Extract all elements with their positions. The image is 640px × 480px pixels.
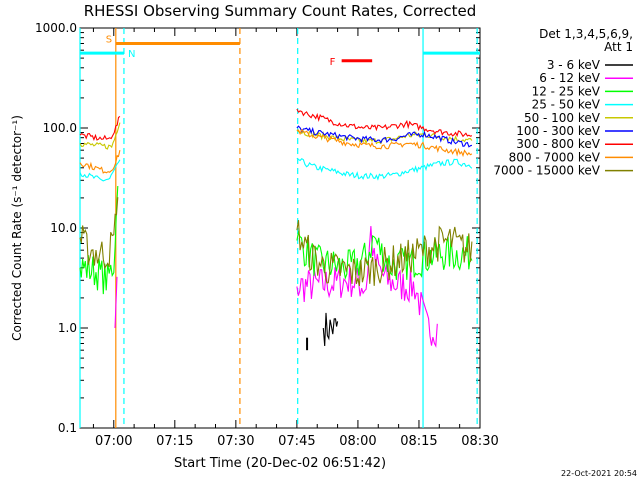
y-tick-label: 10.0 — [50, 221, 77, 235]
x-axis-label: Start Time (20-Dec-02 06:51:42) — [174, 456, 386, 471]
series-layer — [79, 108, 473, 348]
x-tick-label: 08:00 — [339, 434, 376, 449]
chart-title: RHESSI Observing Summary Count Rates, Co… — [84, 2, 477, 20]
axis-ticks — [80, 27, 481, 429]
x-tick-labels: 07:00 07:15 07:30 07:45 08:00 08:15 08:30 — [95, 434, 499, 449]
x-tick-label: 07:30 — [217, 434, 254, 449]
x-tick-label: 07:15 — [156, 434, 193, 449]
annotation-label-N: N — [128, 49, 135, 60]
x-tick-label: 08:15 — [400, 434, 437, 449]
legend-label-3-6-kev: 3 - 6 keV — [547, 58, 601, 72]
series-line-50-100-kev — [79, 122, 473, 150]
legend-label-7000-15000-kev: 7000 - 15000 keV — [493, 164, 600, 178]
y-tick-label: 100.0 — [43, 121, 77, 135]
y-axis-label: Corrected Count Rate (s⁻¹ detector⁻¹) — [10, 115, 24, 341]
legend-subtitle: Att 1 — [604, 40, 633, 54]
x-tick-label: 07:00 — [95, 434, 132, 449]
legend-label-800-7000-kev: 800 - 7000 keV — [509, 150, 601, 164]
series-line-12-25-kev — [79, 185, 473, 295]
annotation-layer: S N F — [80, 34, 480, 351]
legend-label-12-25-kev: 12 - 25 keV — [532, 84, 601, 98]
annotation-label-F: F — [330, 57, 336, 68]
plot-frame — [79, 27, 481, 429]
timestamp-footer: 22-Oct-2021 20:54 — [561, 469, 637, 478]
series-line-7000-15000-kev — [79, 197, 473, 287]
legend-title: Det 1,3,4,5,6,9, — [539, 27, 633, 41]
annotation-label-S: S — [106, 34, 112, 45]
y-tick-labels: 1000.0 100.0 10.0 1.0 0.1 — [35, 21, 77, 435]
series-line-300-800-kev — [79, 108, 473, 141]
legend-label-6-12-kev: 6 - 12 keV — [539, 71, 601, 85]
series-line-25-50-kev — [79, 157, 473, 182]
legend-label-300-800-kev: 300 - 800 keV — [516, 137, 600, 151]
series-line-6-12-kev — [114, 226, 438, 348]
y-tick-label: 1000.0 — [35, 21, 77, 35]
series-line-800-7000-kev — [79, 128, 473, 174]
vertical-markers — [79, 28, 478, 428]
y-tick-label: 1.0 — [58, 321, 77, 335]
x-tick-label: 08:30 — [461, 434, 498, 449]
legend-label-100-300-kev: 100 - 300 keV — [516, 124, 600, 138]
series-line-3-6-kev — [322, 312, 339, 347]
legend-label-50-100-kev: 50 - 100 keV — [524, 111, 601, 125]
y-tick-label: 0.1 — [58, 421, 77, 435]
legend-label-25-50-kev: 25 - 50 keV — [532, 98, 601, 112]
x-tick-label: 07:45 — [278, 434, 315, 449]
series-line-100-300-kev — [296, 125, 473, 148]
